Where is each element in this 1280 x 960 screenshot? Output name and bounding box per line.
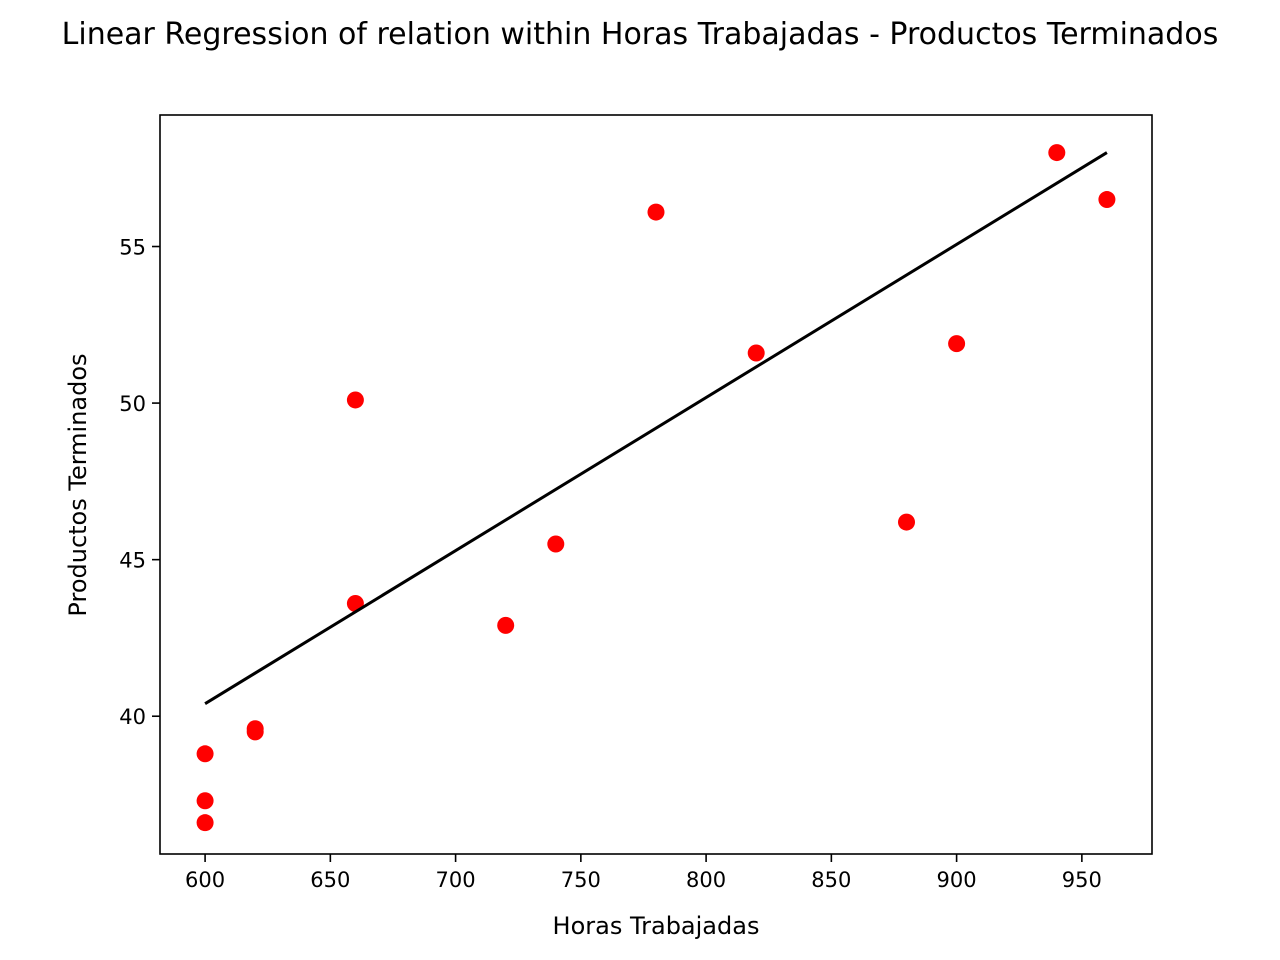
y-tick-label-40: 40	[119, 705, 146, 729]
x-tick-label-950: 950	[1062, 868, 1102, 892]
y-axis-label: Productos Terminados	[64, 353, 92, 616]
chart-title: Linear Regression of relation within Hor…	[62, 17, 1219, 52]
data-point-9	[547, 535, 565, 553]
data-point-3	[196, 745, 214, 763]
y-tick-label-45: 45	[119, 549, 146, 573]
data-point-15	[1098, 191, 1116, 209]
data-point-5	[246, 723, 264, 741]
x-tick-label-850: 850	[811, 868, 851, 892]
plot-area	[196, 144, 1116, 832]
y-tick-label-50: 50	[119, 392, 146, 416]
data-point-13	[948, 335, 966, 353]
x-axis-label: Horas Trabajadas	[553, 912, 760, 940]
data-point-6	[346, 391, 364, 409]
x-tick-label-700: 700	[436, 868, 476, 892]
plot-frame	[159, 114, 1153, 855]
data-point-11	[747, 344, 765, 362]
data-point-1	[196, 814, 214, 832]
data-point-10	[647, 203, 665, 221]
data-point-14	[1048, 144, 1066, 162]
y-tick-label-55: 55	[119, 236, 146, 260]
data-point-12	[898, 513, 916, 531]
x-tick-label-650: 650	[310, 868, 350, 892]
x-tick-label-600: 600	[185, 868, 225, 892]
x-tick-label-750: 750	[561, 868, 601, 892]
x-tick-label-900: 900	[937, 868, 977, 892]
x-tick-label-800: 800	[686, 868, 726, 892]
data-point-2	[196, 792, 214, 810]
regression-line	[204, 151, 1108, 705]
data-point-8	[497, 616, 515, 634]
axis-ticks: 600 650 700 750 800 850 900 950 40 45 50 55	[119, 236, 1102, 892]
